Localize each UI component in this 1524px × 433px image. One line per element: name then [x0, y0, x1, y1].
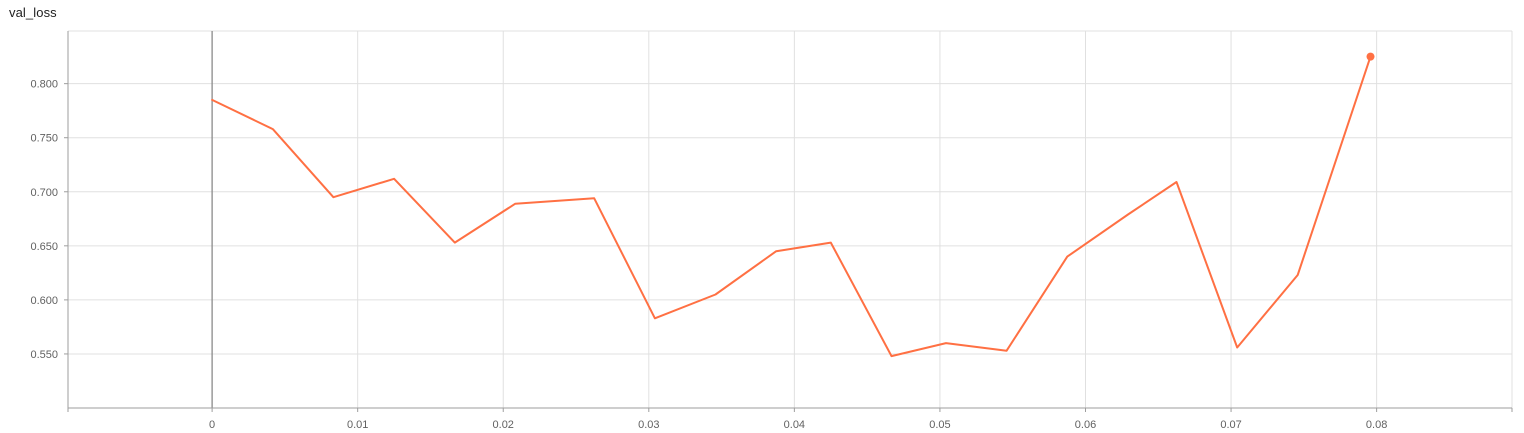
- x-tick-label: 0.01: [347, 419, 368, 431]
- last-data-point: [1366, 52, 1375, 61]
- x-tick-label: 0.02: [493, 419, 514, 431]
- x-tick-label: 0.03: [638, 419, 659, 431]
- x-tick-label: 0.08: [1366, 419, 1387, 431]
- y-tick-label: 0.550: [30, 349, 58, 361]
- y-tick-label: 0.600: [30, 295, 58, 307]
- axes: [64, 31, 1513, 412]
- series-line: [211, 55, 1372, 358]
- chart-title: val_loss: [9, 5, 57, 20]
- y-tick-label: 0.650: [30, 241, 58, 253]
- x-tick-label: 0.04: [784, 419, 805, 431]
- grid: [68, 30, 1513, 408]
- y-tick-label: 0.700: [30, 187, 58, 199]
- x-tick-label: 0: [209, 419, 215, 431]
- x-axis-tick-labels: 0 0.01 0.02 0.03 0.04 0.05 0.06 0.07 0.08: [209, 419, 1387, 431]
- x-tick-label: 0.05: [929, 419, 950, 431]
- y-tick-label: 0.800: [30, 79, 58, 91]
- x-tick-label: 0.06: [1075, 419, 1096, 431]
- series-group: [211, 52, 1375, 358]
- y-tick-label: 0.750: [30, 133, 58, 145]
- y-axis-tick-labels: 0.550 0.600 0.650 0.700 0.750 0.800: [30, 79, 58, 361]
- x-tick-label: 0.07: [1220, 419, 1241, 431]
